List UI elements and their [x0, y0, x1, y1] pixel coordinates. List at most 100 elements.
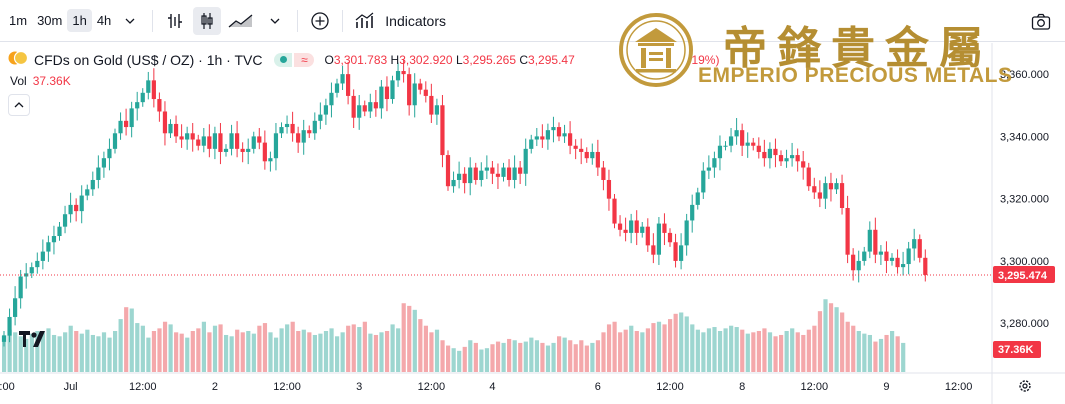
candle-body	[35, 260, 40, 268]
symbol-title[interactable]: CFDs on Gold (US$ / OZ) · 1h · TVC	[34, 51, 263, 68]
candle-body	[851, 254, 856, 271]
candle-body	[573, 145, 578, 149]
candle-body	[146, 80, 151, 93]
volume-bar	[40, 332, 46, 372]
interval-1m[interactable]: 1m	[9, 13, 28, 28]
candle-body	[651, 245, 656, 255]
collapse-legend-button[interactable]	[8, 94, 30, 116]
candle-body	[296, 133, 301, 143]
volume-bar	[684, 316, 689, 372]
bar-chart-type-icon[interactable]	[161, 7, 189, 35]
volume-bar	[473, 342, 478, 372]
volume-bar	[773, 336, 778, 372]
candle-body	[723, 145, 728, 147]
candle-body	[662, 223, 667, 233]
volume-bar	[756, 331, 761, 372]
settings-gear-icon[interactable]	[1019, 380, 1031, 392]
volume-bar	[323, 331, 329, 372]
price-tick-label: 3,280.000	[1000, 318, 1049, 330]
volume-legend: Vol 37.36K	[10, 74, 71, 88]
candle-body	[112, 133, 118, 149]
volume-bar	[412, 309, 417, 372]
candle-body	[40, 251, 45, 261]
chevron-down-icon[interactable]	[116, 7, 144, 35]
volume-bar	[679, 312, 684, 372]
volume-bar	[29, 333, 34, 372]
candle-body	[923, 257, 928, 275]
candle-body	[634, 220, 639, 233]
candle-body	[96, 167, 101, 180]
candle-body	[901, 264, 906, 268]
candle-body	[473, 167, 478, 180]
candle-body	[57, 226, 62, 237]
candle-body	[229, 133, 234, 149]
candle-body	[828, 183, 834, 190]
indicators-icon[interactable]	[351, 7, 379, 35]
candles-icon[interactable]	[193, 6, 222, 35]
logo-chinese-text: 帝鋒貴金屬	[723, 23, 993, 74]
volume-bar	[512, 340, 517, 372]
price-tick-label: 3,340.000	[1000, 131, 1049, 143]
volume-bar	[418, 319, 423, 372]
volume-bar	[357, 327, 362, 372]
candle-body	[51, 236, 57, 243]
candle-body	[90, 179, 95, 190]
volume-bar	[729, 325, 734, 372]
volume-bar	[645, 328, 650, 372]
add-compare-icon[interactable]	[306, 7, 334, 35]
candle-body	[157, 99, 162, 112]
candle-body	[878, 251, 883, 255]
volume-bar	[740, 329, 745, 372]
candle-body	[379, 86, 384, 109]
market-status-badge[interactable]: ≈	[274, 52, 315, 67]
volume-bar	[573, 344, 578, 372]
chevron-down-icon[interactable]	[261, 7, 289, 35]
ohlc-values: O3,301.783 H3,302.920 L3,295.265 C3,295.…	[324, 52, 720, 67]
volume-bar	[246, 331, 251, 372]
interval-1h[interactable]: 1h	[67, 9, 92, 32]
volume-bar	[656, 321, 662, 372]
volume-bar	[185, 337, 190, 372]
candle-body	[468, 167, 473, 184]
candle-body	[606, 179, 612, 199]
candle-body	[323, 105, 328, 115]
volume-bar	[878, 338, 884, 372]
camera-icon[interactable]	[1027, 8, 1055, 36]
volume-bar	[2, 334, 7, 372]
volume-bar	[273, 337, 279, 372]
time-tick-label: 12:00	[418, 381, 446, 393]
volume-bar	[623, 329, 628, 372]
candle-body	[429, 95, 434, 115]
volume-bar	[523, 341, 528, 372]
candle-body	[684, 220, 689, 246]
candle-body	[778, 155, 784, 162]
candle-body	[873, 229, 878, 255]
volume-bar	[68, 325, 73, 372]
candle-body	[912, 239, 917, 249]
volume-bar	[618, 332, 623, 372]
volume-bar	[179, 333, 184, 372]
candle-body	[179, 136, 184, 140]
volume-bar	[890, 331, 895, 372]
indicators-button[interactable]: Indicators	[385, 12, 446, 29]
area-chart-icon[interactable]	[227, 7, 255, 35]
volume-bar	[895, 336, 900, 372]
volume-bar	[329, 328, 334, 372]
candle-body	[595, 151, 600, 168]
volume-bar	[590, 342, 595, 372]
candle-body	[223, 148, 229, 152]
candle-body	[390, 80, 395, 100]
volume-bar	[24, 338, 29, 372]
candle-body	[207, 136, 212, 149]
volume-bar	[673, 313, 678, 372]
candle-body	[384, 86, 390, 100]
interval-4h[interactable]: 4h	[96, 13, 112, 28]
volume-bar	[634, 331, 639, 372]
time-tick-label: 6	[595, 381, 601, 393]
candle-body	[246, 148, 251, 152]
interval-30m[interactable]: 30m	[37, 13, 63, 28]
candle-body	[457, 173, 462, 180]
candle-body	[407, 74, 412, 106]
volume-bar	[801, 334, 806, 372]
